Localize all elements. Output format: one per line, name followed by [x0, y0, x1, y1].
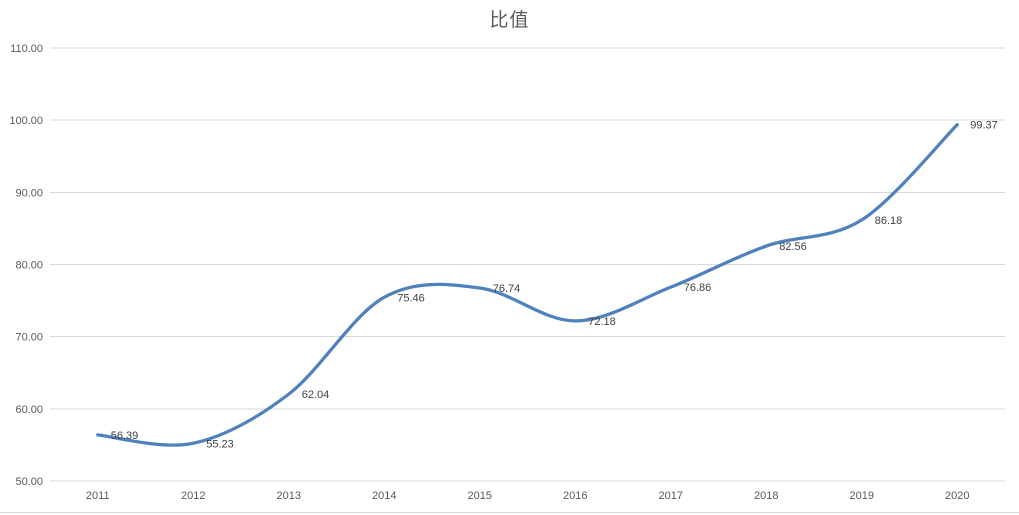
y-axis-tick-label: 50.00	[15, 476, 43, 488]
x-axis-tick-label: 2020	[945, 490, 969, 502]
x-axis-tick-label: 2012	[181, 490, 205, 502]
x-axis-tick-label: 2013	[277, 490, 301, 502]
x-axis-tick-label: 2014	[372, 490, 396, 502]
x-axis-tick-label: 2019	[850, 490, 874, 502]
x-axis-tick-label: 2011	[86, 490, 110, 502]
data-label: 62.04	[302, 389, 330, 401]
data-label: 75.46	[397, 292, 425, 304]
data-label: 99.37	[970, 120, 998, 132]
y-axis-tick-label: 70.00	[15, 332, 43, 344]
y-axis-tick-label: 90.00	[15, 187, 43, 199]
data-label: 56.39	[111, 430, 139, 442]
data-label: 55.23	[206, 438, 234, 450]
x-axis-tick-label: 2015	[468, 490, 492, 502]
y-axis-tick-label: 100.00	[9, 115, 43, 127]
y-axis-tick-label: 110.00	[10, 43, 43, 55]
data-label: 76.86	[684, 282, 712, 294]
data-label: 72.18	[588, 316, 616, 328]
chart-title: 比值	[489, 10, 530, 31]
x-axis-tick-label: 2018	[754, 490, 778, 502]
data-label: 76.74	[493, 283, 521, 295]
x-axis-tick-label: 2016	[563, 490, 587, 502]
series-line	[96, 123, 959, 447]
x-axis-tick-label: 2017	[659, 490, 683, 502]
data-label: 86.18	[875, 215, 903, 227]
y-axis-tick-label: 60.00	[15, 404, 43, 416]
y-axis-tick-label: 80.00	[15, 260, 43, 272]
data-label: 82.56	[779, 241, 807, 253]
